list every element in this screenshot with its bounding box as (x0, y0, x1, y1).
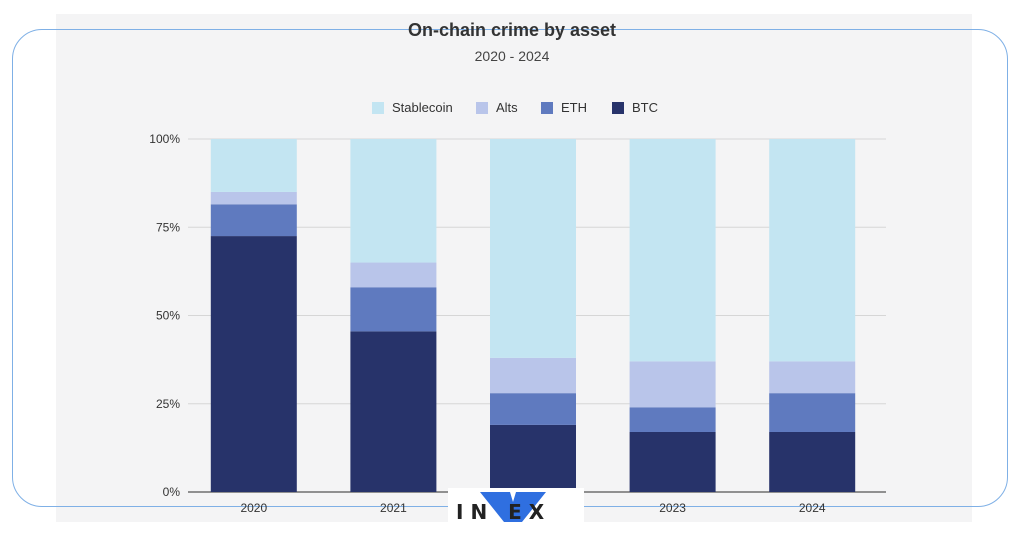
bar-segment-stablecoin (350, 139, 437, 263)
bar-segment-btc (350, 331, 437, 492)
legend-swatch (372, 102, 384, 114)
legend-swatch (541, 102, 553, 114)
chart-title: On-chain crime by asset (407, 20, 617, 40)
chart-subtitle: 2020 - 2024 (474, 48, 550, 64)
bar-segment-alts (490, 357, 576, 394)
legend-label: ETH (561, 100, 587, 115)
y-tick-label: 100% (149, 132, 180, 146)
x-tick-label: 2023 (659, 501, 686, 515)
y-tick-label: 50% (156, 309, 180, 323)
brand-watermark: IN EX (448, 488, 584, 528)
bar-segment-btc (210, 236, 297, 492)
bar-segment-stablecoin (629, 139, 716, 362)
x-tick-label: 2020 (240, 501, 267, 515)
bar-segment-btc (769, 431, 856, 492)
bar-segment-eth (490, 393, 576, 425)
bar-segment-eth (769, 393, 856, 432)
y-tick-label: 25% (156, 397, 180, 411)
x-tick-label: 2021 (380, 501, 407, 515)
y-tick-label: 75% (156, 220, 180, 234)
v-logo-icon (480, 492, 546, 522)
bar-segment-stablecoin (210, 139, 297, 192)
legend-label: Stablecoin (392, 100, 453, 115)
legend-swatch (476, 102, 488, 114)
bar-segment-alts (350, 262, 437, 288)
bar-segment-stablecoin (490, 139, 576, 358)
bar-segment-btc (490, 424, 576, 492)
bar-segment-alts (210, 191, 297, 205)
bar-segment-alts (629, 361, 716, 408)
bar-segment-eth (210, 204, 297, 237)
bar-segment-btc (629, 431, 716, 492)
brand-text: IN EX (456, 500, 552, 524)
bar-segment-stablecoin (769, 139, 856, 362)
x-tick-label: 2024 (799, 501, 826, 515)
bar-segment-eth (629, 407, 716, 432)
legend-swatch (612, 102, 624, 114)
y-tick-label: 0% (163, 485, 181, 499)
legend-label: Alts (496, 100, 518, 115)
legend-label: BTC (632, 100, 658, 115)
bar-segment-eth (350, 287, 437, 332)
bar-segment-alts (769, 361, 856, 394)
